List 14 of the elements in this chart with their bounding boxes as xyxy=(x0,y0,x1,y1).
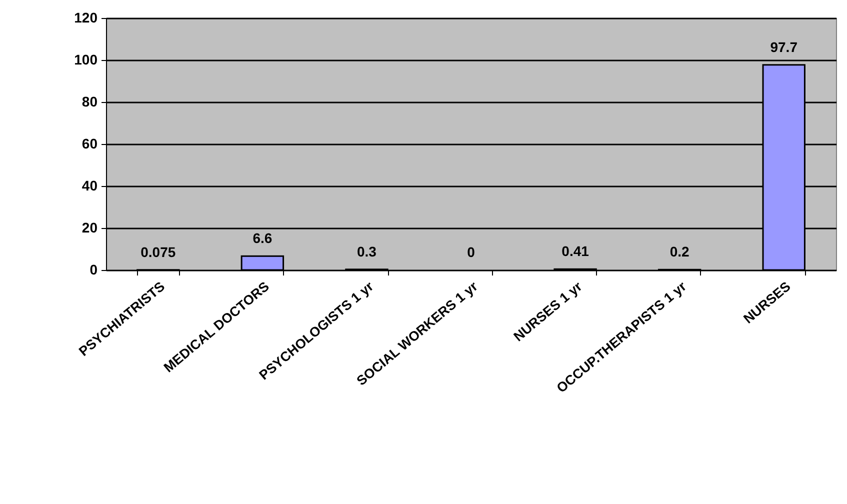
data-label: 6.6 xyxy=(252,230,272,246)
data-label: 0.41 xyxy=(562,243,590,260)
y-tick-label: 60 xyxy=(82,136,98,152)
y-tick-label: 120 xyxy=(74,10,98,26)
data-label: 97.7 xyxy=(770,38,798,55)
data-label: 0 xyxy=(467,244,476,260)
y-tick-label: 0 xyxy=(90,262,98,278)
y-tick-label: 80 xyxy=(82,94,98,110)
y-tick-label: 20 xyxy=(82,220,98,236)
data-label: 0.3 xyxy=(356,243,377,260)
data-label: 0.2 xyxy=(670,244,690,260)
y-tick-label: 100 xyxy=(74,52,98,68)
y-tick-label: 40 xyxy=(82,178,98,194)
data-label: 0.075 xyxy=(140,244,176,260)
